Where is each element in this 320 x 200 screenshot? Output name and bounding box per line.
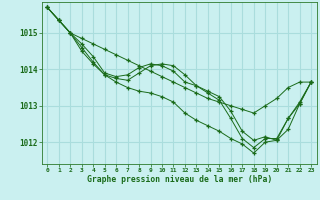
X-axis label: Graphe pression niveau de la mer (hPa): Graphe pression niveau de la mer (hPa) [87, 175, 272, 184]
